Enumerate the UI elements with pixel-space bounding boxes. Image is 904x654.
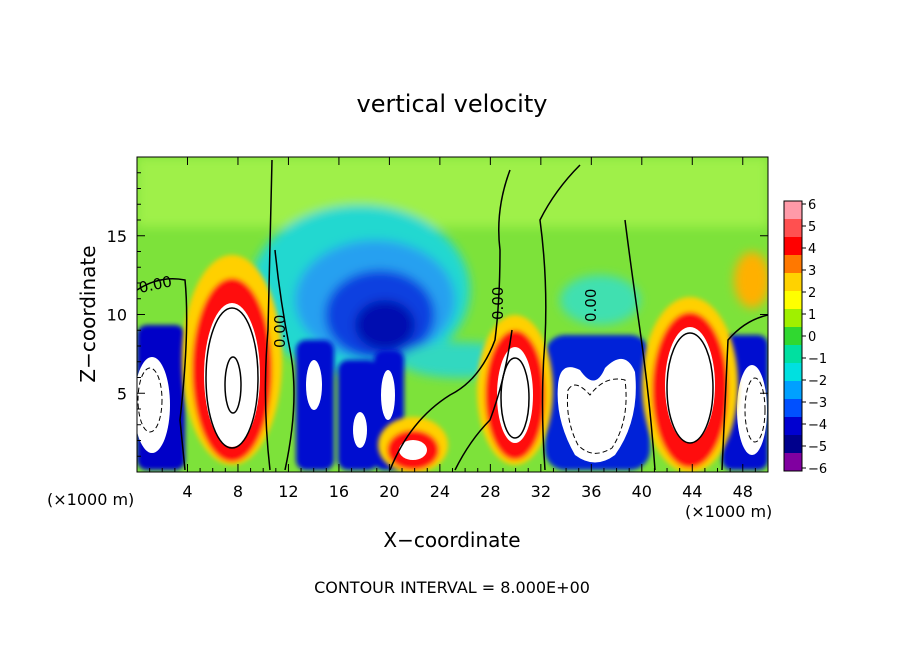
x-axis: 4 8 12 16 20 24 28 32 36 40 44 48 [149, 157, 756, 501]
x-tick-label: 36 [581, 482, 601, 501]
colorbar-tick-label: −5 [808, 440, 827, 455]
downdraft-core-left [137, 357, 170, 453]
colorbar-swatch [784, 219, 802, 238]
x-tick-label: 48 [733, 482, 753, 501]
colorbar-tick-label: 5 [808, 220, 816, 235]
downdraft-core-17km [353, 412, 367, 448]
downdraft-core-14km [306, 360, 322, 410]
zero-contour-5 [454, 329, 513, 471]
yellow-patch-right [734, 252, 768, 308]
contour-lines [137, 159, 768, 471]
zero-contour-1 [137, 278, 188, 471]
y-axis: 5 10 15 [107, 172, 768, 457]
colorbar-swatch [784, 435, 802, 454]
x-tick-label: 32 [531, 482, 551, 501]
colorbar-swatch [784, 237, 802, 256]
contour-8km [205, 307, 259, 449]
updraft-core-30km [497, 347, 533, 443]
zero-contour-3 [274, 249, 295, 471]
contour-interval-annotation: CONTOUR INTERVAL = 8.000E+00 [314, 578, 590, 597]
dashed-contour-36km [567, 378, 627, 454]
x-tick-label: 16 [329, 482, 349, 501]
x-tick-label: 8 [233, 482, 243, 501]
colorbar-tick-label: −2 [808, 374, 827, 389]
colorbar-swatch [784, 201, 802, 220]
downdraft-core-right [737, 365, 767, 455]
zero-contour-2 [264, 159, 273, 471]
x-tick-label: 28 [480, 482, 500, 501]
y-tick-label: 5 [117, 384, 127, 403]
colorbar-tick-label: 1 [808, 308, 816, 323]
colorbar: 6 5 4 3 2 1 0 −1 −2 −3 −4 −5 −6 [783, 198, 827, 477]
contour-label: 0.00 [271, 315, 289, 348]
zero-contour-4 [389, 169, 511, 471]
contour-8km-inner [224, 356, 242, 414]
negative-contours [137, 367, 766, 454]
colorbar-swatch [784, 291, 802, 310]
x-tick-label: 24 [430, 482, 450, 501]
updraft-core-21km [399, 440, 427, 460]
updrafts [182, 255, 738, 472]
colorbar-swatch [784, 255, 802, 274]
colorbar-tick-label: −3 [808, 396, 827, 411]
upper-green-band [137, 157, 768, 227]
y-tick-label: 15 [107, 227, 127, 246]
colorbar-swatch [784, 453, 802, 472]
colorbar-swatch [784, 417, 802, 436]
x-axis-label: X−coordinate [383, 528, 520, 552]
colorbar-swatch [784, 381, 802, 400]
zero-contour-6 [539, 164, 581, 471]
dashed-contour-right [744, 377, 766, 443]
x-tick-label: 40 [632, 482, 652, 501]
colorbar-tick-label: −1 [808, 352, 827, 367]
colorbar-tick-label: −4 [808, 418, 827, 433]
zero-contour-8 [721, 314, 768, 471]
y-axis-label: Z−coordinate [76, 245, 100, 382]
x-axis-units-left: (×1000 m) [47, 490, 134, 509]
colorbar-tick-label: 3 [808, 264, 816, 279]
updraft-core-44km [665, 327, 715, 443]
colorbar-swatch [784, 399, 802, 418]
colorbar-swatch [784, 309, 802, 328]
colorbar-swatch [784, 345, 802, 364]
contour-44km [666, 332, 714, 444]
dark-blue-core [355, 300, 415, 350]
right-cyan [560, 275, 640, 325]
dashed-contour-left [137, 367, 163, 433]
downdrafts [137, 325, 768, 470]
x-tick-label: 12 [278, 482, 298, 501]
x-axis-units-right: (×1000 m) [685, 502, 772, 521]
downdraft-core-20km [381, 370, 395, 420]
contour-label-group: 0.00 0.00 0.00 0.00 [137, 272, 600, 348]
colorbar-tick-label: 6 [808, 198, 816, 213]
colorbar-tick-label: −6 [808, 462, 827, 477]
updraft-core-8km [204, 303, 260, 447]
contour-30km [500, 357, 530, 439]
heatmap-field [137, 157, 768, 472]
chart-title: vertical velocity [357, 90, 548, 118]
contour-label: 0.00 [489, 287, 507, 320]
zero-contour-7 [624, 219, 656, 471]
x-tick-label: 20 [379, 482, 399, 501]
y-tick-label: 10 [107, 306, 127, 325]
x-tick-label: 4 [182, 482, 192, 501]
colorbar-tick-label: 0 [808, 330, 816, 345]
colorbar-swatch [784, 363, 802, 382]
colorbar-swatch [784, 327, 802, 346]
contour-label: 0.00 [582, 289, 600, 322]
colorbar-tick-label: 2 [808, 286, 816, 301]
x-tick-label: 44 [682, 482, 702, 501]
colorbar-swatch [784, 273, 802, 292]
colorbar-tick-label: 4 [808, 242, 816, 257]
